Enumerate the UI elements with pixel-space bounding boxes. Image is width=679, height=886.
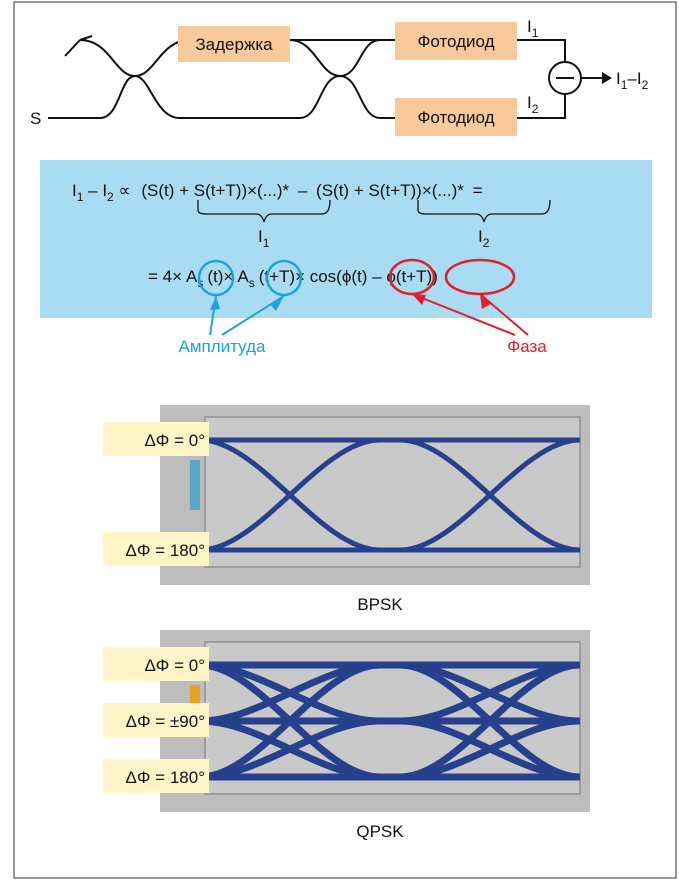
level-label: ΔΦ = 0°	[144, 656, 205, 675]
subscript: 1	[263, 236, 270, 250]
text: – I	[83, 181, 107, 200]
page: Задержка Фотодиод Фотодиод S I1 I2 I1–I2…	[0, 0, 679, 881]
delay-label: Задержка	[195, 35, 273, 54]
subscript: 1	[532, 26, 539, 40]
photodiode-label: Фотодиод	[417, 108, 494, 127]
eye-caption: QPSK	[356, 822, 404, 841]
level-label: ΔΦ = 0°	[144, 431, 205, 450]
subscript: 2	[532, 102, 539, 116]
text: –	[293, 181, 312, 200]
text: (t)×	[207, 267, 233, 286]
input-label: S	[30, 109, 41, 128]
text: ϕ(t)	[342, 267, 368, 286]
annotation: Фаза	[507, 337, 547, 356]
annotation: Амплитуда	[179, 337, 266, 356]
text: –	[367, 267, 386, 286]
text: = 4×	[148, 267, 182, 286]
subscript: s	[249, 276, 255, 290]
text: A	[186, 267, 198, 286]
level-label: ΔΦ = 180°	[126, 541, 205, 560]
subscript: 2	[483, 236, 490, 250]
text: =	[468, 181, 483, 200]
text: ∝	[114, 181, 136, 200]
subscript: 2	[642, 78, 649, 92]
text: A	[237, 267, 249, 286]
color-bar	[190, 460, 200, 510]
text: –I	[627, 69, 641, 88]
text: (S(t) + S(t+T))×(...)*	[141, 181, 289, 200]
level-label: ΔΦ = 180°	[126, 768, 205, 787]
eye-caption: BPSK	[357, 595, 403, 614]
level-label: ΔΦ = ±90°	[126, 712, 205, 731]
photodiode-label: Фотодиод	[417, 32, 494, 51]
text: (S(t) + S(t+T))×(...)*	[316, 181, 464, 200]
